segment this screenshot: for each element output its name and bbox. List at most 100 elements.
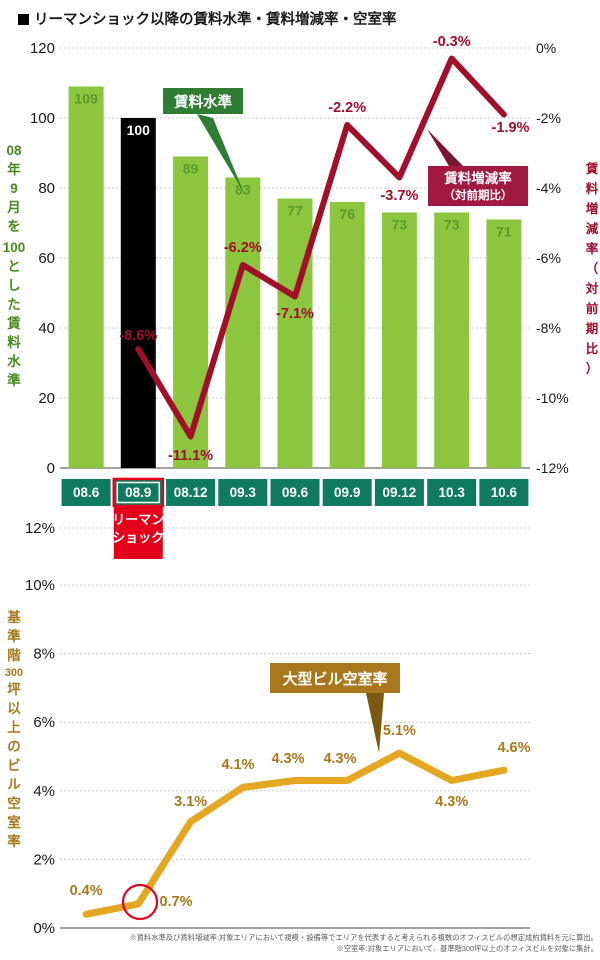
svg-text:-6%: -6% xyxy=(536,250,561,266)
svg-text:賃: 賃 xyxy=(6,315,21,331)
svg-text:4.6%: 4.6% xyxy=(497,740,530,756)
svg-text:準: 準 xyxy=(7,628,21,644)
svg-text:増: 増 xyxy=(586,201,599,216)
svg-text:階: 階 xyxy=(7,647,21,663)
svg-text:賃料水準: 賃料水準 xyxy=(173,93,232,111)
svg-text:※空室率:対象エリアにおいて、基準階300坪以上のオフィスビ: ※空室率:対象エリアにおいて、基準階300坪以上のオフィスビルを対象に集計。 xyxy=(336,944,598,953)
svg-text:100: 100 xyxy=(30,110,55,127)
svg-text:（対前期比）: （対前期比） xyxy=(444,188,513,202)
svg-text:大型ビル空室率: 大型ビル空室率 xyxy=(282,670,387,688)
svg-text:の: の xyxy=(7,739,21,754)
svg-text:09.3: 09.3 xyxy=(230,485,257,500)
svg-text:-10%: -10% xyxy=(536,390,569,406)
svg-text:前: 前 xyxy=(586,301,599,316)
svg-text:09.6: 09.6 xyxy=(282,485,309,500)
svg-text:料: 料 xyxy=(7,334,21,350)
svg-text:ビ: ビ xyxy=(7,758,21,773)
svg-text:0%: 0% xyxy=(33,920,55,937)
svg-text:0.4%: 0.4% xyxy=(70,883,103,899)
svg-text:-3.7%: -3.7% xyxy=(380,188,418,204)
svg-text:-4%: -4% xyxy=(536,180,561,196)
svg-text:5.1%: 5.1% xyxy=(383,723,416,739)
svg-text:-8.6%: -8.6% xyxy=(119,328,157,344)
svg-text:109: 109 xyxy=(74,91,98,107)
svg-text:-7.1%: -7.1% xyxy=(276,306,314,322)
svg-text:料: 料 xyxy=(586,181,599,196)
svg-text:100: 100 xyxy=(127,122,151,138)
svg-text:年: 年 xyxy=(7,161,21,177)
svg-text:3.1%: 3.1% xyxy=(174,794,207,810)
svg-text:-11.1%: -11.1% xyxy=(168,448,213,464)
svg-text:減: 減 xyxy=(586,221,599,236)
svg-text:08: 08 xyxy=(6,143,22,158)
svg-text:リーマン: リーマン xyxy=(112,512,164,527)
svg-text:賃料増減率: 賃料増減率 xyxy=(443,170,512,186)
svg-text:9: 9 xyxy=(10,181,18,196)
svg-text:76: 76 xyxy=(339,206,355,222)
svg-text:坪: 坪 xyxy=(7,682,21,697)
svg-text:-6.2%: -6.2% xyxy=(224,240,262,256)
svg-text:60: 60 xyxy=(38,250,55,267)
svg-text:を: を xyxy=(7,219,21,234)
svg-text:80: 80 xyxy=(38,180,55,197)
svg-text:※賃料水準及び賃料増減率:対象エリアにおいて規模・設備等でエ: ※賃料水準及び賃料増減率:対象エリアにおいて規模・設備等でエリアを代表すると考え… xyxy=(129,933,598,942)
svg-text:月: 月 xyxy=(6,200,21,215)
svg-text:77: 77 xyxy=(287,203,303,219)
svg-text:73: 73 xyxy=(392,217,408,233)
svg-text:89: 89 xyxy=(183,161,199,177)
svg-text:09.9: 09.9 xyxy=(334,485,360,500)
svg-text:（: （ xyxy=(586,261,599,276)
svg-text:0%: 0% xyxy=(536,40,556,56)
svg-text:賃: 賃 xyxy=(585,161,599,176)
svg-text:120: 120 xyxy=(30,40,55,57)
svg-text:08.6: 08.6 xyxy=(73,485,100,500)
svg-text:率: 率 xyxy=(586,241,599,256)
svg-text:と: と xyxy=(7,259,21,274)
svg-text:準: 準 xyxy=(7,372,21,388)
svg-text:4.3%: 4.3% xyxy=(271,751,304,767)
svg-text:6%: 6% xyxy=(33,714,55,731)
svg-text:0: 0 xyxy=(47,460,55,477)
svg-text:73: 73 xyxy=(444,217,460,233)
svg-text:2%: 2% xyxy=(33,851,55,868)
svg-text:8%: 8% xyxy=(33,646,55,663)
svg-text:08.12: 08.12 xyxy=(174,485,208,500)
svg-text:-12%: -12% xyxy=(536,460,569,476)
svg-text:71: 71 xyxy=(496,224,512,240)
svg-text:4%: 4% xyxy=(33,783,55,800)
svg-text:12%: 12% xyxy=(25,520,55,537)
svg-text:4.3%: 4.3% xyxy=(323,751,356,767)
svg-text:-1.9%: -1.9% xyxy=(492,120,530,136)
svg-text:08.9: 08.9 xyxy=(125,485,151,500)
svg-text:0.7%: 0.7% xyxy=(159,894,192,910)
svg-text:以: 以 xyxy=(7,701,21,716)
svg-text:100: 100 xyxy=(3,240,26,255)
svg-text:し: し xyxy=(7,278,21,293)
svg-text:83: 83 xyxy=(235,182,251,198)
svg-text:基: 基 xyxy=(7,609,21,625)
svg-text:期: 期 xyxy=(586,321,599,336)
svg-text:空: 空 xyxy=(7,795,21,811)
svg-text:）: ） xyxy=(586,361,599,376)
svg-text:率: 率 xyxy=(7,833,21,849)
svg-text:-2%: -2% xyxy=(536,110,561,126)
svg-text:4.3%: 4.3% xyxy=(435,794,468,810)
svg-text:10%: 10% xyxy=(25,577,55,594)
svg-text:300: 300 xyxy=(5,667,23,679)
svg-text:-0.3%: -0.3% xyxy=(433,34,471,50)
svg-text:リーマンショック以降の賃料水準・賃料増減率・空室率: リーマンショック以降の賃料水準・賃料増減率・空室率 xyxy=(34,10,397,28)
svg-text:対: 対 xyxy=(585,281,599,296)
svg-text:室: 室 xyxy=(7,814,21,830)
svg-text:上: 上 xyxy=(7,720,21,735)
svg-text:ル: ル xyxy=(7,777,21,792)
svg-text:-2.2%: -2.2% xyxy=(328,100,366,116)
svg-text:09.12: 09.12 xyxy=(383,485,417,500)
svg-text:10.6: 10.6 xyxy=(491,485,518,500)
svg-text:40: 40 xyxy=(38,320,55,337)
svg-text:20: 20 xyxy=(38,390,55,407)
svg-text:水: 水 xyxy=(7,353,21,369)
svg-text:ショック: ショック xyxy=(112,530,164,545)
svg-text:比: 比 xyxy=(586,341,599,356)
svg-text:4.1%: 4.1% xyxy=(221,757,254,773)
svg-text:-8%: -8% xyxy=(536,320,561,336)
